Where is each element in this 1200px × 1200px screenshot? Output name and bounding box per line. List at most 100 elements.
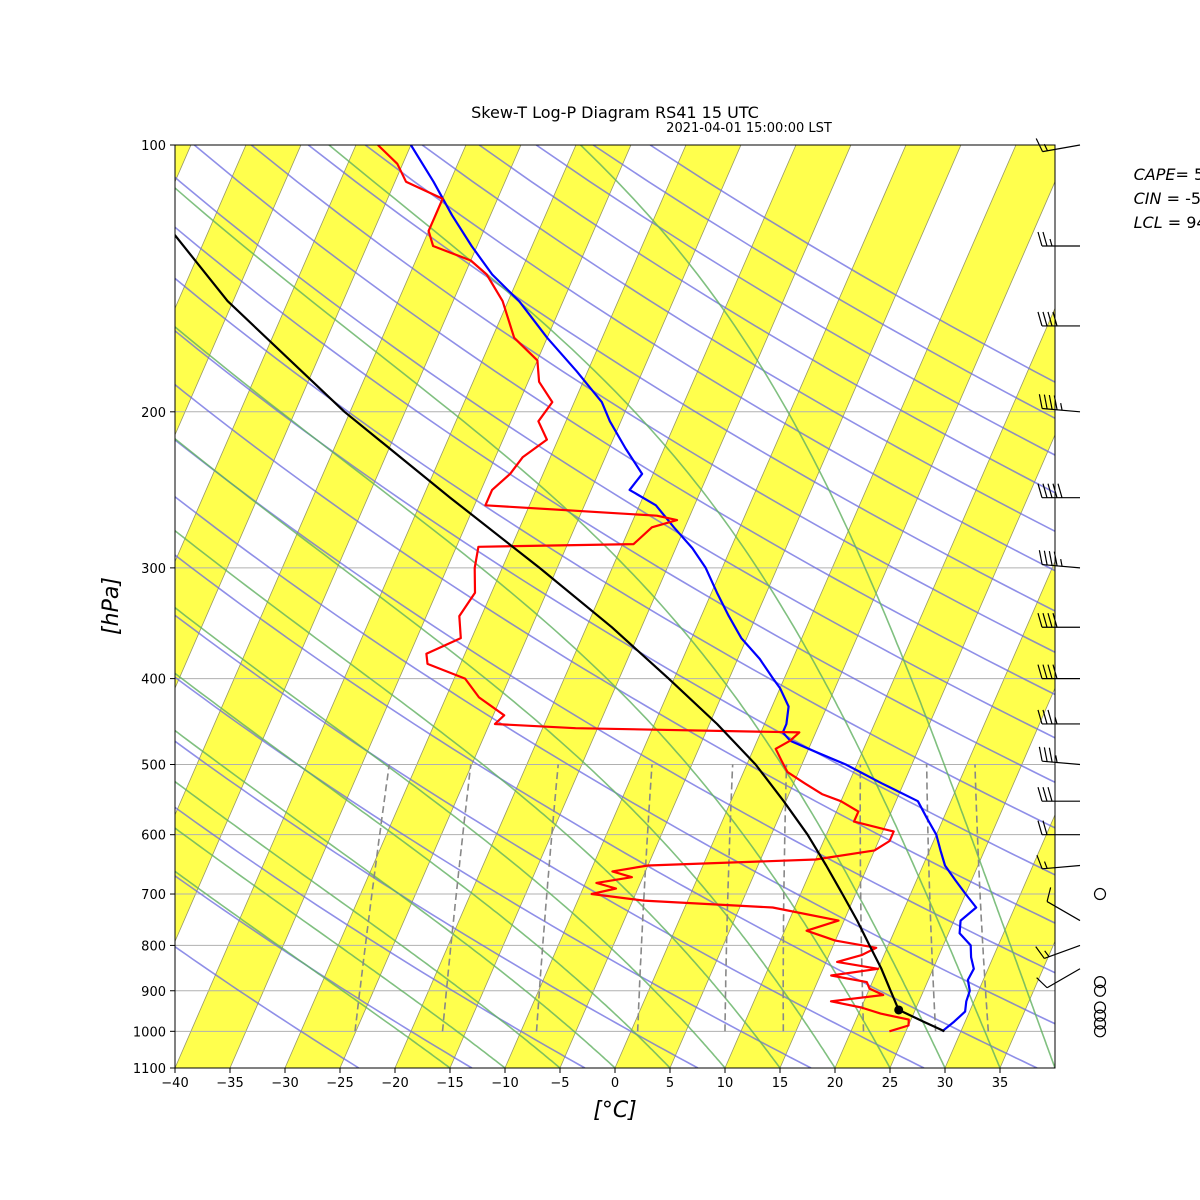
- dry-adiabat: [421, 145, 1055, 533]
- barb-flag: [1042, 231, 1048, 247]
- x-tick-label: −15: [436, 1076, 463, 1091]
- barb-flag: [1037, 483, 1043, 498]
- moist-adiabat: [175, 672, 671, 1068]
- y-tick-label: 300: [141, 562, 166, 577]
- wind-barb: [1037, 820, 1080, 836]
- barb-flag: [1043, 747, 1048, 762]
- barb-flag: [1052, 664, 1058, 679]
- barb-flag: [1048, 394, 1053, 410]
- barb-flag: [1038, 746, 1043, 762]
- isotherm-band: [614, 145, 1055, 1068]
- barb-staff: [1044, 944, 1081, 959]
- y-tick-label: 1100: [133, 1062, 166, 1077]
- barb-flag: [1037, 820, 1043, 835]
- barb-staff: [1042, 760, 1081, 766]
- dry-adiabat: [307, 145, 1055, 612]
- barb-staff: [1042, 864, 1081, 870]
- calm-marker: [1093, 1025, 1107, 1038]
- wind-barb: [1093, 1001, 1107, 1014]
- wind-barbs: [1035, 138, 1107, 1038]
- wind-barb: [1037, 664, 1080, 680]
- calm-marker: [1093, 976, 1107, 989]
- y-tick-label: 400: [141, 673, 166, 688]
- chart-subtitle: 2021-04-01 15:00:00 LST: [666, 121, 832, 136]
- isotherm-band: [1054, 1066, 1055, 1068]
- barb-half-flag: [1043, 143, 1049, 151]
- barb-flag: [1042, 709, 1048, 725]
- barb-flag: [1047, 613, 1053, 628]
- mixing-ratio-line: [925, 764, 937, 1032]
- mixing-ratio-line: [782, 764, 788, 1032]
- dry-adiabat: [175, 740, 699, 1068]
- isotherm-band: [834, 560, 1055, 1068]
- barb-flag: [1052, 311, 1058, 327]
- y-tick-label: 700: [141, 888, 166, 903]
- annotation-cape: CAPE= 58.1 J/kg: [1134, 165, 1200, 184]
- wind-barb: [1038, 746, 1081, 766]
- calm-marker: [1093, 1017, 1107, 1030]
- wind-barb: [1046, 887, 1081, 922]
- moist-adiabat: [328, 145, 1001, 1068]
- dry-adiabat: [175, 806, 586, 1068]
- wind-barb: [1037, 709, 1080, 725]
- barb-flag: [1037, 613, 1043, 628]
- barb-flag: [1038, 394, 1043, 409]
- profile-lines: [175, 145, 978, 1033]
- moist-adiabat: [175, 780, 561, 1068]
- moist-adiabat: [175, 606, 726, 1068]
- calm-marker: [1093, 984, 1107, 997]
- barb-flag: [1052, 483, 1058, 498]
- wind-barb: [1036, 968, 1081, 989]
- dry-adiabat: [175, 495, 1055, 1025]
- barb-flag: [1046, 887, 1052, 902]
- mixing-ratio-line: [354, 764, 390, 1032]
- barb-flag: [1053, 551, 1058, 566]
- dry-adiabat: [175, 176, 1055, 739]
- barb-flag: [1042, 664, 1048, 679]
- barb-flag: [1035, 138, 1044, 152]
- barb-staff: [1046, 901, 1081, 922]
- y-tick-label: 600: [141, 829, 166, 844]
- wind-barb: [1093, 1017, 1107, 1030]
- y-tick-label: 1000: [133, 1025, 166, 1040]
- isotherm-band: [394, 145, 852, 1068]
- dry-adiabat: [175, 438, 1055, 974]
- barb-flag: [1042, 787, 1048, 802]
- barb-flag: [1047, 483, 1053, 498]
- wind-barb: [1037, 787, 1080, 802]
- dry-adiabat: [364, 145, 1055, 572]
- x-tick-label: −10: [491, 1076, 518, 1091]
- barb-staff: [1046, 968, 1081, 989]
- barb-flag: [1037, 231, 1043, 247]
- barb-flag: [1053, 395, 1058, 410]
- x-tick-label: −35: [216, 1076, 243, 1091]
- x-tick-label: 0: [611, 1076, 619, 1091]
- wind-barb: [1038, 394, 1081, 413]
- chart-title: Skew-T Log-P Diagram RS41 15 UTC: [471, 103, 759, 122]
- barb-half-flag: [1055, 755, 1058, 763]
- moist-adiabat: [580, 145, 1055, 1068]
- wind-barb: [1037, 483, 1080, 499]
- dry-adiabat: [175, 614, 925, 1068]
- wind-barb: [1093, 1009, 1107, 1022]
- barb-half-flag: [1060, 559, 1063, 567]
- moist-adiabat: [175, 437, 836, 1068]
- stability-indices: CAPE= 58.1 J/kg CIN = -514.4 J/kg LCL = 94…: [1134, 165, 1200, 232]
- mixing-ratio-line: [535, 764, 559, 1032]
- moist-adiabat: [175, 325, 891, 1068]
- dry-adiabat: [175, 676, 812, 1068]
- x-tick-label: 15: [772, 1076, 789, 1091]
- barb-flag: [1042, 311, 1048, 327]
- barb-flag: [1047, 787, 1053, 802]
- mixing-ratio-line: [974, 764, 990, 1032]
- isotherm-band: [944, 813, 1055, 1068]
- dry-adiabat: [175, 329, 1055, 876]
- x-tick-label: 5: [666, 1076, 674, 1091]
- barb-half-flag: [1043, 861, 1048, 869]
- barb-flag: [1037, 709, 1043, 725]
- isotherm-band: [724, 307, 1055, 1068]
- mixing-ratio-line: [441, 764, 472, 1032]
- moist-adiabat: [175, 186, 946, 1068]
- wind-barb: [1037, 231, 1080, 247]
